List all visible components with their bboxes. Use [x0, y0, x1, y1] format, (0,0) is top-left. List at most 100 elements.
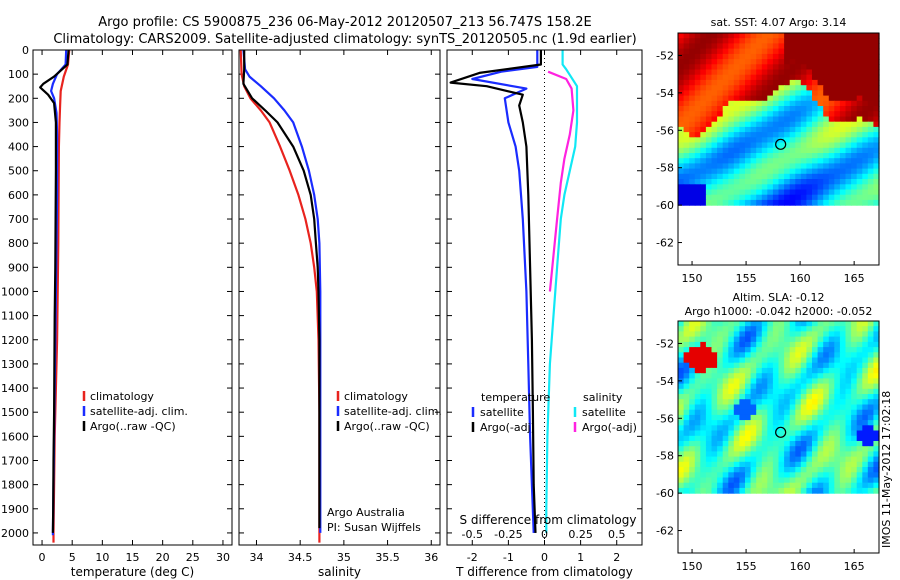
heatmap-cell [683, 95, 690, 102]
heatmap-cell [733, 414, 740, 421]
heatmap-cell [772, 38, 780, 44]
heatmap-cell [745, 472, 752, 479]
heatmap-cell [767, 153, 774, 159]
heatmap-cell [733, 184, 740, 191]
heatmap-cell [812, 43, 819, 50]
heatmap-cell [828, 74, 835, 81]
heatmap-cell [717, 394, 724, 400]
heatmap-cell [834, 163, 841, 170]
heatmap-cell [806, 95, 813, 102]
heatmap-cell [784, 158, 791, 164]
heatmap-cell [700, 425, 707, 432]
heatmap-cell [722, 336, 729, 343]
heatmap-cell [856, 367, 863, 374]
heatmap-cell [856, 446, 863, 452]
heatmap-cell [817, 347, 824, 353]
heatmap-cell [700, 321, 707, 327]
heatmap-cell [856, 64, 863, 71]
heatmap-cell [717, 106, 724, 112]
depth-tick-label: 1800 [1, 479, 29, 492]
heatmap-cell [733, 153, 740, 159]
heatmap-cell [839, 336, 847, 343]
heatmap-cell [756, 467, 763, 473]
heatmap-cell [823, 38, 830, 44]
heatmap-cells [678, 321, 880, 494]
heatmap-cell [722, 414, 729, 421]
top-tick-label: 0 [541, 528, 548, 541]
heatmap-cell [839, 189, 847, 196]
heatmap-cell [745, 106, 752, 112]
heatmap-cell [806, 409, 813, 416]
heatmap-cell [722, 132, 729, 138]
heatmap-cell [778, 441, 785, 447]
heatmap-cell [717, 79, 724, 86]
heatmap-cell [862, 357, 869, 364]
heatmap-cell [678, 100, 685, 107]
heatmap-cell [800, 43, 807, 50]
heatmap-cell [812, 451, 819, 458]
heatmap-cell [862, 477, 869, 484]
heatmap-cell [739, 168, 746, 175]
heatmap-cell [845, 189, 852, 196]
heatmap-cell [728, 467, 735, 473]
heatmap-cell [722, 173, 729, 180]
heatmap-cell [733, 321, 740, 327]
heatmap-cell [717, 95, 724, 102]
heatmap-cell [733, 163, 740, 170]
heatmap-cell [750, 435, 757, 442]
heatmap-cell [772, 100, 780, 107]
heatmap-cell [739, 367, 746, 374]
heatmap-cell [817, 158, 824, 164]
heatmap-cell [745, 100, 752, 107]
heatmap-cell [750, 487, 757, 494]
heatmap-cell [867, 425, 874, 432]
heatmap-cell [711, 467, 718, 473]
heatmap-cell [711, 373, 718, 379]
heatmap-cell [828, 456, 835, 463]
heatmap-cell [867, 194, 874, 201]
heatmap-cell [728, 100, 735, 107]
heatmap-cell [839, 116, 847, 123]
heatmap-cell [745, 69, 752, 76]
heatmap-cell [767, 425, 774, 432]
heatmap-cell [767, 79, 774, 86]
heatmap-cell [839, 179, 847, 185]
heatmap-cell [867, 179, 874, 185]
heatmap-cell [867, 85, 874, 91]
heatmap-cell [745, 163, 752, 170]
heatmap-cell [828, 435, 835, 442]
heatmap-cell [678, 173, 685, 180]
heatmap-cell [689, 394, 696, 400]
heatmap-cell [705, 367, 713, 374]
heatmap-cell [784, 194, 791, 201]
heatmap-cell [756, 383, 763, 390]
heatmap-cell [873, 111, 880, 117]
heatmap-cell [806, 158, 813, 164]
heatmap-cell [789, 184, 796, 191]
heatmap-cell [761, 64, 768, 71]
heatmap-cell [845, 399, 852, 405]
heatmap-cell [800, 184, 807, 191]
heatmap-cell [761, 399, 768, 405]
heatmap-cell [745, 378, 752, 385]
heatmap-cell [733, 461, 740, 468]
heatmap-cell [694, 85, 701, 91]
heatmap-cell [717, 362, 724, 369]
heatmap-cell [845, 85, 852, 91]
heatmap-cell [778, 487, 785, 494]
heatmap-cell [845, 142, 852, 149]
heatmap-cell [795, 336, 802, 343]
heatmap-cell [767, 388, 774, 395]
heatmap-cell [711, 352, 718, 359]
heatmap-cell [756, 121, 763, 128]
heatmap-cell [733, 38, 740, 44]
heatmap-cell [800, 441, 807, 447]
heatmap-cell [772, 90, 780, 97]
heatmap-cell [834, 179, 841, 185]
heatmap-cell [800, 53, 807, 60]
heatmap-cell [733, 147, 740, 154]
heatmap-cell [873, 38, 880, 44]
heatmap-cell [828, 173, 835, 180]
heatmap-cell [867, 38, 874, 44]
heatmap-cell [750, 394, 757, 400]
